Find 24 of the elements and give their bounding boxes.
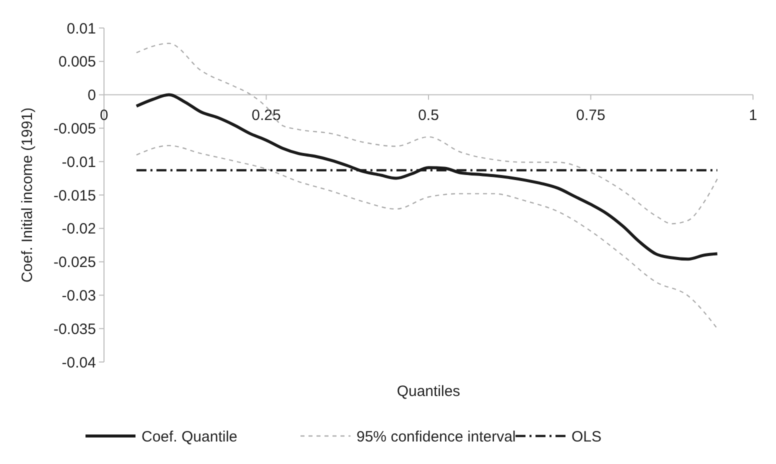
y-tick-label: -0.01 (62, 154, 96, 171)
y-tick-label: -0.02 (62, 220, 96, 238)
y-tick-label: -0.03 (62, 287, 96, 304)
x-axis-title: Quantiles (396, 383, 460, 400)
y-axis-title: Coef. Initial income (1991) (19, 107, 36, 283)
x-tick-label: 0.25 (252, 106, 281, 124)
x-tick-label: 0.5 (418, 106, 439, 124)
y-tick-label: 0.005 (58, 54, 96, 71)
line-series (136, 144, 718, 330)
y-tick-label: 0 (88, 87, 96, 104)
x-tick-label: 0 (100, 106, 108, 124)
y-tick-label: -0.04 (62, 354, 96, 372)
y-tick-label: -0.025 (53, 254, 96, 272)
line-series (136, 42, 718, 224)
y-tick-label: -0.005 (53, 120, 96, 138)
legend-label: Coef. Quantile (142, 428, 238, 446)
x-tick-label: 1 (748, 106, 758, 124)
y-tick-label: -0.015 (53, 187, 96, 204)
legend-label: OLS (572, 428, 602, 446)
line-series (134, 93, 719, 261)
y-tick-label: 0.01 (66, 20, 96, 38)
y-tick-label: -0.035 (53, 320, 96, 338)
x-tick-label: 0.75 (576, 106, 606, 124)
legend-label: 95% confidence interval (356, 428, 516, 446)
